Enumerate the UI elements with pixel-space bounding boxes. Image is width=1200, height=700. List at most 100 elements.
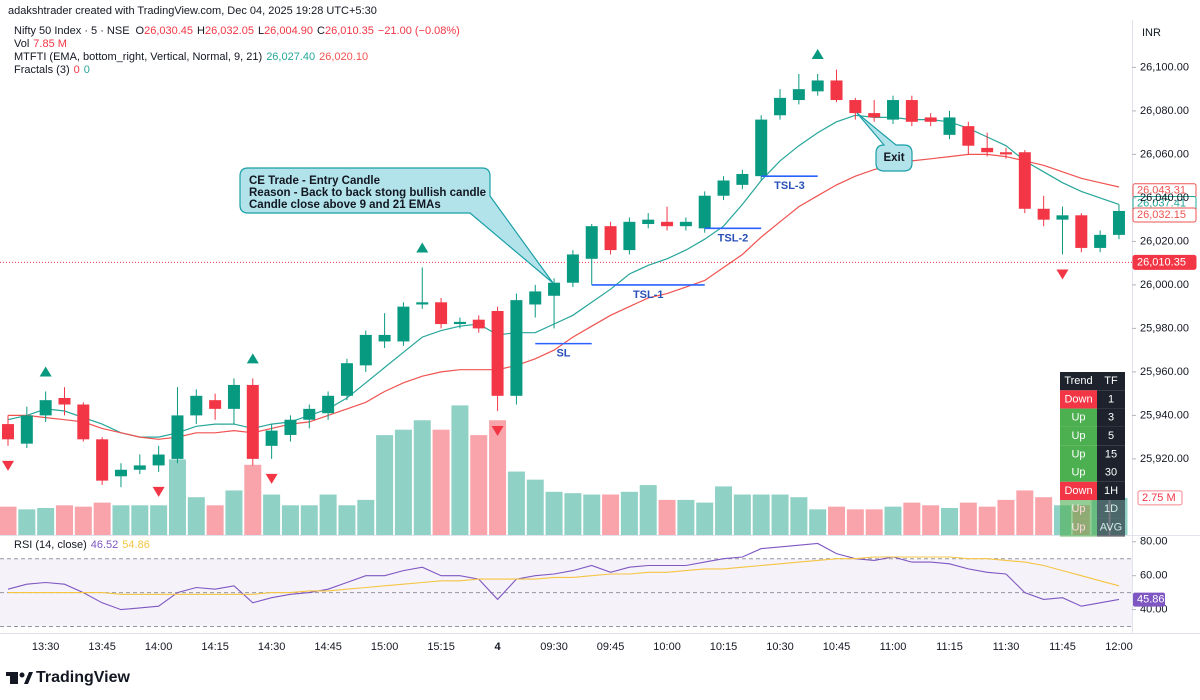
y-tick-label: 26,040.00 [1140, 192, 1189, 204]
candle-body [698, 195, 711, 229]
fractals-name: Fractals (3) [14, 64, 70, 76]
volume-bar [715, 486, 733, 535]
candle-body [1037, 208, 1050, 220]
volume-bar [18, 509, 36, 535]
candle-body [152, 454, 165, 466]
volume-bar [564, 493, 582, 535]
x-tick-label: 14:45 [314, 641, 342, 653]
last-price-tag: 26,010.35 [1137, 256, 1186, 268]
x-tick-label: 14:15 [201, 641, 229, 653]
y-tick-label: 26,060.00 [1140, 148, 1189, 160]
volume-bar [489, 420, 507, 535]
candle-body [96, 439, 109, 481]
volume-bar [338, 505, 356, 535]
level-label: TSL-2 [718, 232, 749, 244]
fractal-up [246, 353, 259, 364]
tf-cell [1097, 500, 1125, 519]
candle-body [717, 180, 730, 196]
ohlc-value: 26,032.05 [205, 25, 254, 37]
x-tick-label: 14:30 [258, 641, 286, 653]
tf-cell [1097, 463, 1125, 482]
candle-body [77, 404, 90, 440]
volume-bar [639, 485, 657, 535]
candle-body [774, 97, 787, 116]
rsi-ma-value: 54.86 [122, 539, 150, 551]
candle-body [340, 363, 353, 396]
candle-body [1018, 152, 1031, 209]
tf-text: 30 [1105, 467, 1117, 479]
x-tick-label: 11:30 [993, 641, 1020, 653]
candle-body [623, 221, 636, 251]
candle-body [114, 469, 127, 477]
table-row: Down 1 [1060, 390, 1125, 409]
volume-bar [470, 435, 488, 535]
fractal-down [491, 426, 504, 437]
tf-cell [1097, 390, 1125, 409]
volume-bar [658, 499, 676, 535]
indicator-fast: 26,027.40 [266, 51, 315, 63]
volume-bar [545, 491, 563, 535]
x-tick-label: 14:00 [145, 641, 173, 653]
y-tick-label: 25,940.00 [1140, 409, 1189, 421]
x-tick-label: 15:15 [427, 641, 455, 653]
ohlc-value: 26,004.90 [264, 25, 313, 37]
candle-body [585, 226, 598, 259]
x-tick-label: 10:00 [653, 641, 681, 653]
volume-bar [150, 505, 168, 535]
candle-body [849, 100, 862, 114]
candle-body [20, 415, 33, 444]
table-row: Up 15 [1060, 445, 1125, 464]
logo-shape [10, 672, 18, 684]
candle-body [548, 282, 561, 296]
ohlc-key: O [136, 25, 145, 37]
x-tick-label: 4 [495, 641, 502, 653]
rsi-value: 46.52 [91, 539, 119, 551]
legend-fractals: Fractals (3) 0 0 [14, 64, 90, 76]
table-header-cell [1097, 372, 1125, 391]
volume-bar [696, 502, 714, 535]
legend-volume: Vol 7.85 M [14, 38, 67, 50]
tf-cell [1097, 445, 1125, 464]
candle-body [322, 395, 335, 414]
volume-bar [583, 494, 601, 535]
candle-body [378, 334, 391, 342]
y-tick-label: 26,100.00 [1140, 61, 1189, 73]
tf-cell [1097, 481, 1125, 501]
volume-bar [828, 506, 846, 535]
price-tag: 26,037.41 [1137, 197, 1186, 209]
candle-body [981, 147, 994, 153]
volume-bar [376, 435, 394, 535]
x-tick-label: 10:15 [710, 641, 738, 653]
volume-tag: 2.75 M [1142, 492, 1176, 504]
x-tick-label: 10:30 [766, 641, 794, 653]
candle-body [999, 152, 1012, 155]
candle-body [209, 400, 222, 409]
table-row: Up 3 [1060, 408, 1125, 427]
x-tick-label: 11:00 [880, 641, 907, 653]
candle-body [133, 465, 146, 470]
volume-bar [1016, 490, 1034, 535]
tf-cell [1097, 426, 1125, 446]
entry-note-line: CE Trade - Entry Candle [249, 175, 380, 187]
candle-body [566, 254, 579, 283]
trend-cell [1060, 390, 1097, 409]
rsi-line [7, 542, 1120, 611]
entry-note-line: Reason - Back to back stong bullish cand… [249, 187, 486, 199]
x-tick-label: 09:45 [597, 641, 625, 653]
y-tick-label: 25,960.00 [1140, 366, 1189, 378]
fractal-up [416, 242, 429, 253]
candle-body [303, 408, 316, 420]
price-tag-box [1132, 207, 1197, 223]
candle-body [39, 400, 52, 416]
entry-note-line: Candle close above 9 and 21 EMAs [249, 199, 441, 211]
x-tick-label: 11:45 [1049, 641, 1076, 653]
candle-body [1075, 215, 1088, 248]
candle-body [529, 291, 542, 305]
candle-body [435, 302, 448, 325]
volume-bar [865, 509, 883, 535]
candle-body [171, 415, 184, 459]
volume-bar [526, 479, 544, 535]
candle-body [1094, 234, 1107, 248]
rsi-tick-label: 80.00 [1140, 536, 1168, 548]
